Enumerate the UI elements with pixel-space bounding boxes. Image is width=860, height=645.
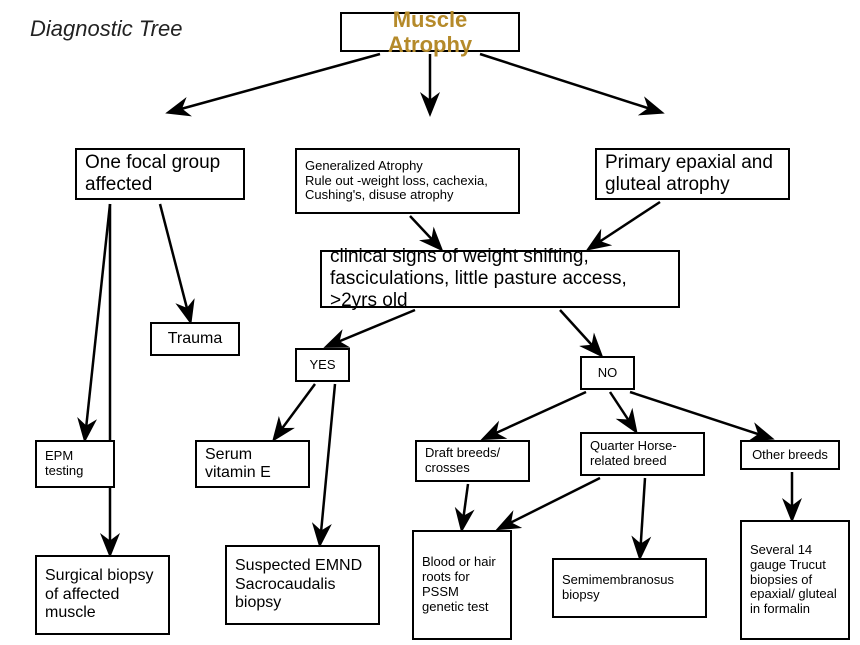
node-general-label: Generalized Atrophy Rule out -weight los… [305,159,510,204]
node-trucut-biopsy: Several 14 gauge Trucut biopsies of epax… [740,520,850,640]
accent-bar-blue [58,118,860,140]
node-focal: One focal group affected [75,148,245,200]
node-pssm-test: Blood or hair roots for PSSM genetic tes… [412,530,512,640]
edge-root-to-focal [170,54,380,112]
node-other-breeds-label: Other breeds [750,448,830,463]
node-quarter-horse-label: Quarter Horse-related breed [590,439,695,469]
edge-clinical-to-yes [328,310,415,346]
edge-qh-to-semi [640,478,645,556]
node-other-breeds: Other breeds [740,440,840,470]
node-quarter-horse: Quarter Horse-related breed [580,432,705,476]
node-epaxial-label: Primary epaxial and gluteal atrophy [605,152,780,196]
node-serum-vitamin-e-label: Serum vitamin E [205,446,300,483]
node-emnd-biopsy-label: Suspected EMND Sacrocaudalis biopsy [235,557,370,612]
edge-no-to-qh [610,392,635,430]
node-epaxial: Primary epaxial and gluteal atrophy [595,148,790,200]
edge-draft-to-pssm [462,484,468,528]
accent-bar-orange [0,118,58,140]
node-focal-label: One focal group affected [85,152,235,196]
node-yes: YES [295,348,350,382]
edge-general-to-clinical [410,216,440,248]
edge-yes-to-serumE [275,384,315,438]
edge-focal-to-epm [85,204,110,438]
edge-epaxial-to-clinical [590,202,660,248]
node-yes-label: YES [305,358,340,373]
edge-root-to-epaxial [480,54,660,112]
edge-yes-to-emnd [320,384,335,543]
diagram-canvas: Diagnostic Tree Muscle Atrophy One focal… [0,0,860,645]
node-serum-vitamin-e: Serum vitamin E [195,440,310,488]
node-surgical-biopsy: Surgical biopsy of affected muscle [35,555,170,635]
edge-clinical-to-no [560,310,600,354]
node-general: Generalized Atrophy Rule out -weight los… [295,148,520,214]
node-emnd-biopsy: Suspected EMND Sacrocaudalis biopsy [225,545,380,625]
node-root: Muscle Atrophy [340,12,520,52]
node-draft-breeds: Draft breeds/ crosses [415,440,530,482]
edge-focal-to-trauma [160,204,190,320]
node-clinical: clinical signs of weight shifting, fasci… [320,250,680,308]
node-pssm-test-label: Blood or hair roots for PSSM genetic tes… [422,555,502,615]
node-no-label: NO [590,366,625,381]
edge-qh-to-pssm [500,478,600,528]
node-surgical-biopsy-label: Surgical biopsy of affected muscle [45,567,160,622]
node-root-label: Muscle Atrophy [350,7,510,58]
edge-no-to-draft [485,392,586,438]
node-trucut-biopsy-label: Several 14 gauge Trucut biopsies of epax… [750,543,840,618]
node-trauma: Trauma [150,322,240,356]
diagram-title: Diagnostic Tree [30,16,182,42]
node-draft-breeds-label: Draft breeds/ crosses [425,446,520,476]
node-epm: EPM testing [35,440,115,488]
node-semimembranosus-biopsy: Semimembranosus biopsy [552,558,707,618]
node-epm-label: EPM testing [45,449,105,479]
node-semimembranosus-biopsy-label: Semimembranosus biopsy [562,573,697,603]
node-clinical-label: clinical signs of weight shifting, fasci… [330,246,670,312]
node-trauma-label: Trauma [160,330,230,348]
node-no: NO [580,356,635,390]
